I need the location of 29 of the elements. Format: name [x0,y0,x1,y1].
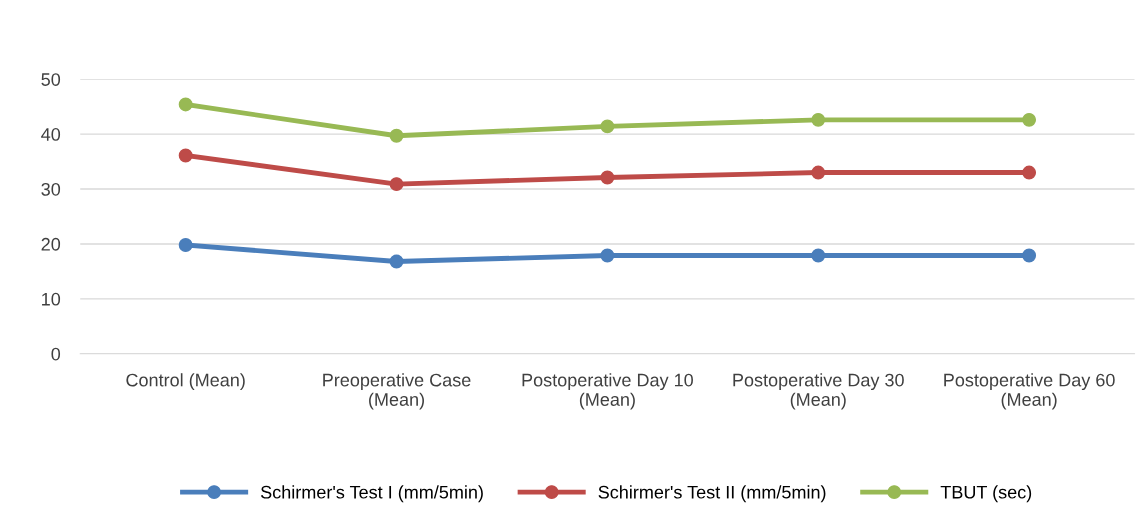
x-tick-label: Postoperative Day 10 (Mean) [522,373,693,410]
point [811,112,826,127]
y-tick-label: 20 [41,237,61,251]
y-tick-label: 40 [41,128,61,141]
point [389,177,404,192]
point [389,128,404,143]
legend-label: Schirmer's Test II (mm/5min) [598,485,826,503]
y-tick-label: 50 [41,73,61,86]
legend-label: TBUT (sec) [940,485,1032,503]
point [600,119,615,134]
point [811,165,826,180]
point [1022,248,1037,263]
point [178,238,193,252]
legend-label: Schirmer's Test I (mm/5min) [260,485,483,503]
point [178,148,193,163]
x-tick-label: Postoperative Day 60 (Mean) [944,373,1115,410]
point [389,254,404,269]
point [1022,112,1037,127]
y-tick-label: 0 [51,347,61,361]
point [811,248,826,263]
y-tick-label: 10 [42,292,61,306]
point [600,170,615,185]
point [1022,165,1037,180]
y-tick-label: 30 [41,182,61,196]
point [178,97,193,112]
x-tick-label: Preoperative Case (Mean) [323,373,471,410]
point [600,248,615,263]
x-tick-label: Control (Mean) [126,373,245,391]
x-tick-label: Postoperative Day 30 (Mean) [733,373,904,410]
